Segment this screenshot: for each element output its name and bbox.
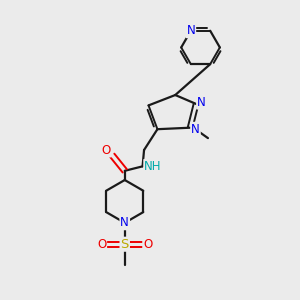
Text: N: N [187,24,195,37]
Text: N: N [120,216,129,229]
Text: N: N [191,123,200,136]
Text: O: O [102,143,111,157]
Text: S: S [121,238,129,251]
Text: O: O [143,238,152,251]
Text: O: O [97,238,106,251]
Text: NH: NH [144,160,162,173]
Text: N: N [197,96,206,109]
